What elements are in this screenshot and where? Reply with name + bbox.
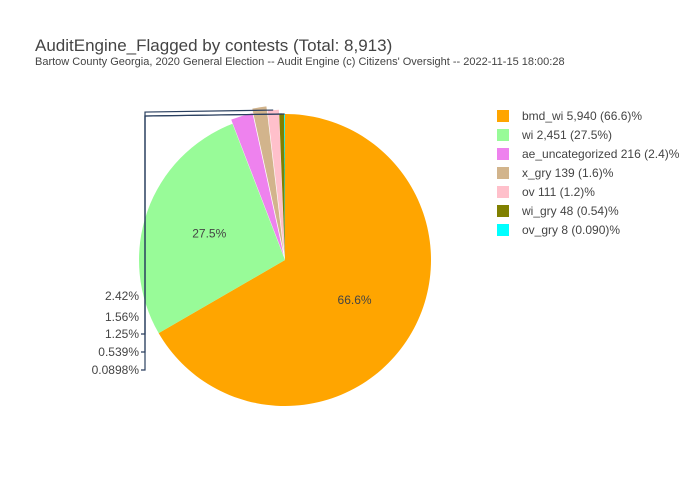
slice-labels: 66.6% 27.5% 2.42% 1.56% 1.25% 0.539% 0.0898% <box>92 226 372 377</box>
leader-lines <box>141 109 285 371</box>
pie-slice-ov-gry[interactable] <box>284 114 285 260</box>
pie-slice-wi[interactable] <box>138 123 285 334</box>
legend-swatch-ov[interactable] <box>497 186 509 198</box>
legend: bmd_wi 5,940 (66.6)% wi 2,451 (27.5%) ae_u… <box>497 109 680 237</box>
legend-swatch-wi[interactable] <box>497 129 509 141</box>
pie-slice-x-gry[interactable] <box>252 106 284 252</box>
legend-swatch-ov-gry[interactable] <box>497 224 509 236</box>
slice-label-wi-gry: 0.539% <box>98 345 139 359</box>
slice-label-wi: 27.5% <box>192 226 226 240</box>
legend-label-bmd-wi[interactable]: bmd_wi 5,940 (66.6)% <box>522 109 642 123</box>
legend-swatch-wi-gry[interactable] <box>497 205 509 217</box>
legend-label-ae-uncategorized[interactable]: ae_uncategorized 216 (2.4)% <box>522 147 680 161</box>
pie-slice-ov[interactable] <box>267 109 285 256</box>
slice-label-bmd-wi: 66.6% <box>338 293 372 307</box>
leader-line-ov-gry <box>141 113 285 371</box>
legend-label-wi-gry[interactable]: wi_gry 48 (0.54)% <box>521 204 619 218</box>
legend-label-ov-gry[interactable]: ov_gry 8 (0.090)% <box>522 223 620 237</box>
legend-swatch-bmd-wi[interactable] <box>497 110 509 122</box>
slice-label-ae-uncategorized: 2.42% <box>105 289 139 303</box>
slice-label-x-gry: 1.56% <box>105 310 139 324</box>
pie-slice-wi-gry[interactable] <box>279 114 285 260</box>
legend-swatch-x-gry[interactable] <box>497 167 509 179</box>
slice-label-ov: 1.25% <box>105 327 139 341</box>
chart-subtitle: Bartow County Georgia, 2020 General Elec… <box>35 56 565 68</box>
legend-label-wi[interactable]: wi 2,451 (27.5%) <box>521 128 612 142</box>
chart-title: AuditEngine_Flagged by contests (Total: … <box>35 36 392 55</box>
pie-slices <box>138 106 432 407</box>
legend-label-ov[interactable]: ov 111 (1.2)% <box>522 185 595 199</box>
legend-swatch-ae-uncategorized[interactable] <box>497 148 509 160</box>
slice-label-ov-gry: 0.0898% <box>92 363 140 377</box>
pie-slice-ae-uncategorized[interactable] <box>231 113 284 256</box>
pie-slice-bmd-wi[interactable] <box>158 114 432 407</box>
legend-label-x-gry[interactable]: x_gry 139 (1.6)% <box>522 166 614 180</box>
